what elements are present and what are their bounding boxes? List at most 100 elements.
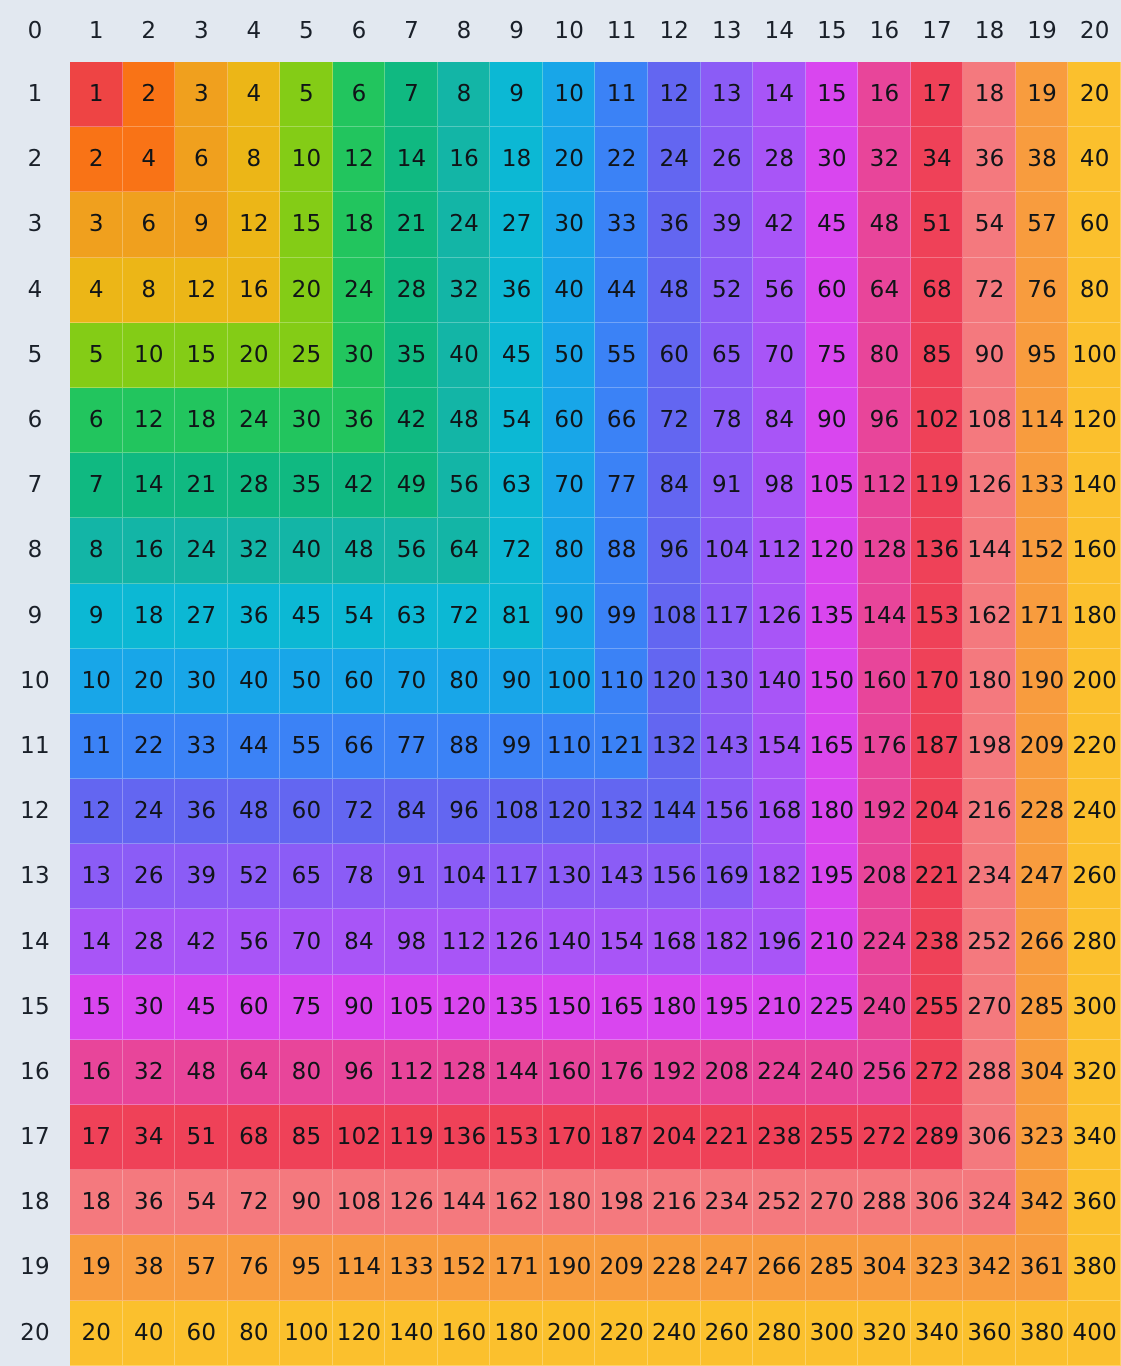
cell-14x7: 98 [385,909,438,975]
cell-3x18: 54 [963,192,1016,258]
cell-20x7: 140 [385,1300,438,1366]
column-header-5: 5 [280,0,333,62]
cell-15x13: 195 [700,974,754,1040]
cell-18x9: 162 [490,1170,543,1236]
cell-7x14: 98 [753,453,806,519]
table-row: 16 16 32 48 64 80 96 112 128 144 160 176 192 208 224 24… [0,1039,1121,1105]
cell-2x17: 34 [910,127,964,193]
cell-4x5: 20 [280,257,333,323]
cell-15x7: 105 [385,974,438,1040]
cell-1x8: 8 [437,62,491,128]
cell-17x12: 204 [648,1105,701,1171]
cell-10x18: 180 [963,648,1016,714]
row-header-14: 14 [0,909,70,975]
table-row: 19 19 38 57 76 95 114 133 152 171 190 209 228 247 266 2… [0,1235,1121,1301]
cell-11x9: 99 [490,713,543,780]
cell-4x8: 32 [437,257,491,323]
cell-13x12: 156 [648,844,701,910]
cell-8x12: 96 [648,518,701,584]
cell-5x5: 25 [280,322,333,388]
cell-13x17: 221 [910,844,964,910]
cell-1x1: 1 [70,62,123,128]
cell-12x14: 168 [753,779,806,845]
cell-15x6: 90 [332,974,386,1040]
cell-15x2: 30 [122,974,176,1040]
cell-4x11: 44 [595,257,649,323]
column-header-1: 1 [70,0,123,62]
row-header-5: 5 [0,322,70,388]
cell-11x7: 77 [385,713,438,780]
cell-16x6: 96 [332,1039,386,1105]
cell-20x8: 160 [437,1300,491,1366]
cell-5x16: 80 [858,322,911,388]
cell-17x10: 170 [542,1105,596,1171]
row-header-13: 13 [0,844,70,910]
cell-7x15: 105 [805,453,859,519]
row-header-12: 12 [0,779,70,845]
cell-15x19: 285 [1015,974,1069,1040]
cell-5x10: 50 [542,322,596,388]
cell-6x2: 12 [122,387,176,454]
cell-11x17: 187 [910,713,964,780]
cell-5x13: 65 [700,322,754,388]
cell-16x2: 32 [122,1039,176,1105]
cell-12x8: 96 [437,779,491,845]
cell-7x5: 35 [280,453,333,519]
cell-3x14: 42 [753,192,806,258]
cell-14x9: 126 [490,909,543,975]
cell-15x15: 225 [805,974,859,1040]
cell-8x11: 88 [595,518,649,584]
row-header-7: 7 [0,453,70,519]
cell-13x9: 117 [490,844,543,910]
cell-6x12: 72 [648,387,701,454]
cell-18x15: 270 [805,1170,859,1236]
cell-10x12: 120 [648,648,701,714]
cell-18x2: 36 [122,1170,176,1236]
cell-12x7: 84 [385,779,438,845]
cell-6x14: 84 [753,387,806,454]
cell-5x14: 70 [753,322,806,388]
cell-18x10: 180 [542,1170,596,1236]
table-row: 20 20 40 60 80 100 120 140 160 180 200 220 240 260 280… [0,1300,1121,1366]
column-header-14: 14 [753,0,806,62]
cell-20x14: 280 [753,1300,806,1366]
cell-19x4: 76 [227,1235,281,1301]
cell-12x12: 144 [648,779,701,845]
cell-6x9: 54 [490,387,543,454]
header-row: 0 1 2 3 4 5 6 7 8 9 10 11 12 13 14 15 16 17 18 19 20 [0,0,1121,62]
cell-1x4: 4 [227,62,281,128]
cell-12x13: 156 [700,779,754,845]
cell-7x12: 84 [648,453,701,519]
row-header-10: 10 [0,648,70,714]
cell-14x17: 238 [910,909,964,975]
row-header-2: 2 [0,127,70,193]
cell-12x16: 192 [858,779,911,845]
cell-16x15: 240 [805,1039,859,1105]
cell-4x20: 80 [1068,257,1121,323]
cell-11x16: 176 [858,713,911,780]
table-row: 13 13 26 39 52 65 78 91 104 117 130 143 156 169 182 195… [0,844,1121,910]
cell-14x11: 154 [595,909,649,975]
cell-12x10: 120 [542,779,596,845]
cell-5x9: 45 [490,322,543,388]
cell-12x19: 228 [1015,779,1069,845]
cell-1x20: 20 [1068,62,1121,128]
cell-18x12: 216 [648,1170,701,1236]
cell-13x18: 234 [963,844,1016,910]
column-header-3: 3 [175,0,228,62]
cell-16x19: 304 [1015,1039,1069,1105]
cell-14x12: 168 [648,909,701,975]
cell-1x3: 3 [175,62,228,128]
cell-7x7: 49 [385,453,438,519]
cell-9x6: 54 [332,583,386,649]
cell-20x15: 300 [805,1300,859,1366]
cell-13x5: 65 [280,844,333,910]
cell-6x19: 114 [1015,387,1069,454]
cell-17x19: 323 [1015,1105,1069,1171]
cell-14x5: 70 [280,909,333,975]
cell-6x20: 120 [1068,387,1121,454]
cell-15x1: 15 [70,974,123,1040]
column-header-10: 10 [542,0,596,62]
cell-1x19: 19 [1015,62,1069,128]
row-header-8: 8 [0,518,70,584]
